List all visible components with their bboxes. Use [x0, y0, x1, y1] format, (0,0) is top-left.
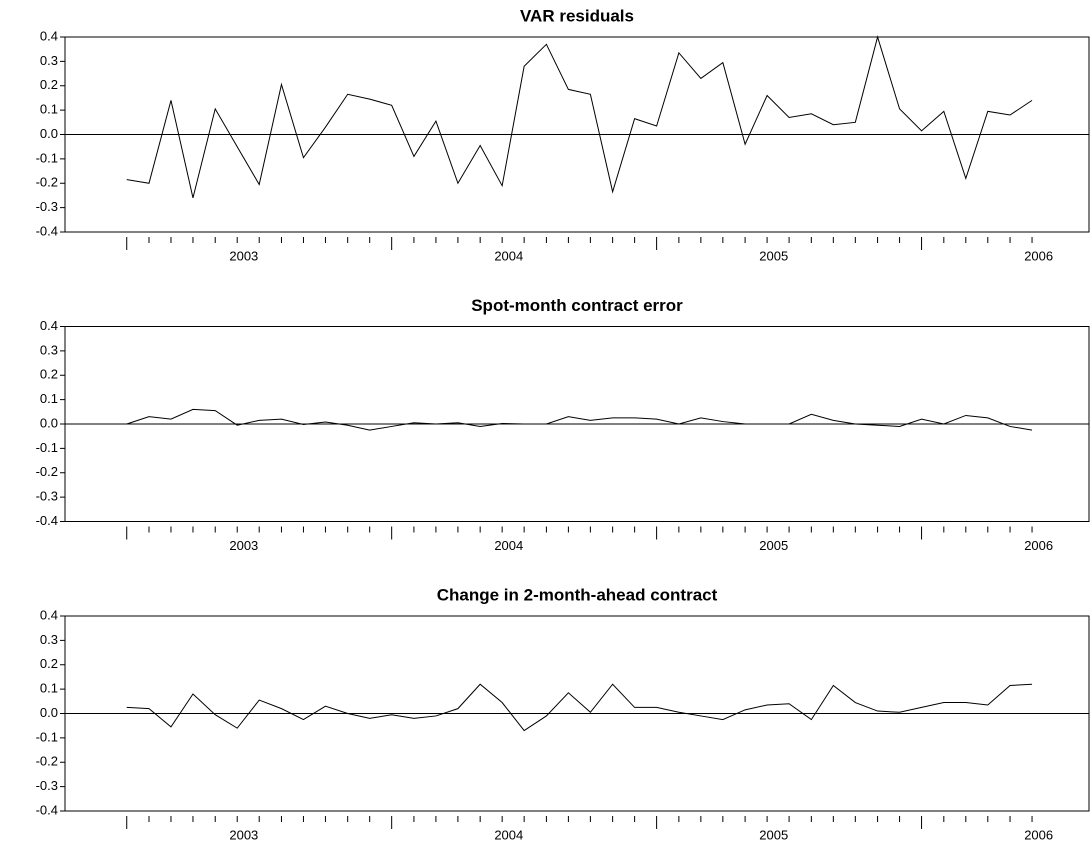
y-tick-label: -0.1: [36, 729, 58, 744]
y-tick-label: -0.4: [36, 513, 58, 528]
x-tick-label: 2006: [1024, 538, 1053, 553]
chart-title: Spot-month contract error: [471, 296, 683, 315]
x-tick-label: 2003: [229, 827, 258, 842]
x-tick-label: 2003: [229, 248, 258, 263]
y-tick-label: 0.4: [40, 28, 58, 43]
y-tick-label: 0.3: [40, 53, 58, 68]
chart-title: Change in 2-month-ahead contract: [437, 585, 718, 604]
data-line: [126, 683, 1033, 732]
y-tick-label: 0.0: [40, 126, 58, 141]
x-tick-label: 2005: [759, 248, 788, 263]
y-tick-label: -0.1: [36, 440, 58, 455]
y-tick-label: -0.3: [36, 199, 58, 214]
y-tick-label: 0.2: [40, 656, 58, 671]
y-tick-label: 0.2: [40, 77, 58, 92]
x-tick-label: 2006: [1024, 248, 1053, 263]
y-tick-label: 0.1: [40, 391, 58, 406]
x-tick-label: 2003: [229, 538, 258, 553]
y-tick-label: -0.2: [36, 175, 58, 190]
y-tick-label: 0.1: [40, 681, 58, 696]
y-tick-label: 0.3: [40, 342, 58, 357]
x-tick-label: 2005: [759, 827, 788, 842]
y-tick-label: 0.2: [40, 367, 58, 382]
y-tick-label: 0.3: [40, 632, 58, 647]
y-tick-label: -0.4: [36, 223, 58, 238]
data-line: [126, 35, 1033, 199]
x-tick-label: 2004: [494, 827, 523, 842]
y-tick-label: -0.3: [36, 489, 58, 504]
y-tick-label: 0.4: [40, 318, 58, 333]
y-tick-label: -0.2: [36, 464, 58, 479]
y-tick-label: -0.3: [36, 778, 58, 793]
x-tick-label: 2005: [759, 538, 788, 553]
y-tick-label: -0.1: [36, 150, 58, 165]
y-tick-label: 0.4: [40, 607, 58, 622]
y-tick-label: 0.0: [40, 415, 58, 430]
y-tick-label: -0.2: [36, 754, 58, 769]
y-tick-label: 0.1: [40, 102, 58, 117]
chart-title: VAR residuals: [520, 6, 634, 25]
x-tick-label: 2006: [1024, 827, 1053, 842]
x-tick-label: 2004: [494, 248, 523, 263]
data-line: [126, 408, 1033, 431]
y-tick-label: -0.4: [36, 802, 58, 817]
x-tick-label: 2004: [494, 538, 523, 553]
y-tick-label: 0.0: [40, 705, 58, 720]
